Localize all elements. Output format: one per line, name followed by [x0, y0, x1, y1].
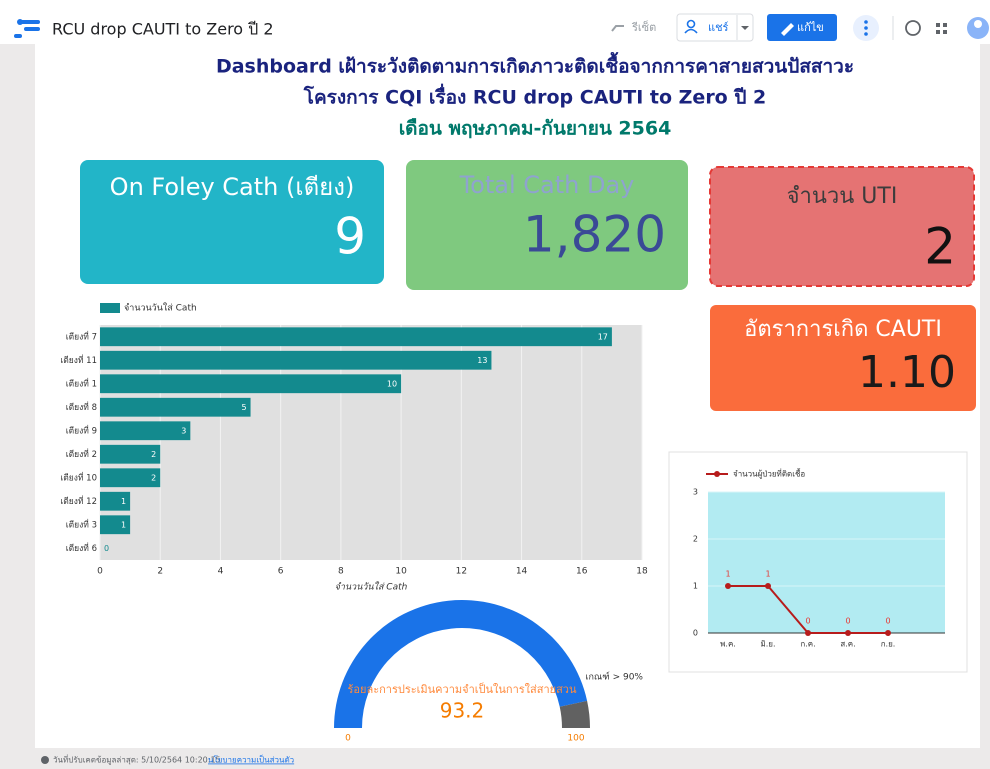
- more-button[interactable]: [853, 15, 879, 41]
- reset-button[interactable]: รีเซ็ต: [600, 15, 660, 41]
- value-label: 0: [885, 617, 890, 626]
- legend-label: จำนวนผู้ป่วยที่ติดเชื้อ: [733, 468, 805, 480]
- value-label: 1: [765, 570, 770, 579]
- y-tick-label: เตียงที่ 2: [66, 448, 97, 460]
- legend-swatch: [100, 303, 120, 313]
- scorecard-label: Total Cath Day: [459, 171, 635, 199]
- gauge-value: 93.2: [440, 699, 485, 723]
- bar: [100, 351, 491, 370]
- x-tick-label: ก.ย.: [881, 640, 896, 649]
- data-point: [885, 630, 891, 636]
- y-tick-label: 0: [693, 629, 698, 638]
- header-subtitle: โครงการ CQI เรื่อง RCU drop CAUTI to Zer…: [303, 84, 767, 109]
- scorecard-value: 1,820: [523, 206, 666, 264]
- y-tick-label: เตียงที่ 6: [66, 542, 97, 554]
- x-tick-label: 6: [278, 567, 284, 577]
- gauge-min-label: 0: [345, 734, 351, 744]
- data-point: [845, 630, 851, 636]
- account-button[interactable]: [967, 17, 989, 39]
- scorecard-label: จำนวน UTI: [787, 184, 898, 209]
- value-label: 1: [121, 520, 126, 529]
- value-label: 10: [387, 379, 397, 388]
- gauge-target-label: เกณฑ์ > 90%: [585, 671, 643, 683]
- app-title: RCU drop CAUTI to Zero ปี 2: [52, 20, 274, 39]
- value-label: 2: [151, 473, 156, 482]
- x-tick-label: 12: [456, 567, 467, 577]
- y-tick-label: 1: [693, 582, 698, 591]
- legend-marker: [714, 471, 720, 477]
- value-label: 0: [104, 544, 109, 553]
- gauge-max-label: 100: [567, 734, 584, 744]
- bar: [100, 374, 401, 393]
- page: RCU drop CAUTI to Zero ปี 2 รีเซ็ต แชร์ …: [0, 0, 990, 769]
- y-tick-label: เตียงที่ 11: [60, 354, 97, 366]
- footer-updated: วันที่ปรับเคตข้อมูลล่าสุด: 5/10/2564 10:…: [53, 754, 221, 766]
- value-label: 1: [725, 570, 730, 579]
- x-tick-label: 0: [97, 567, 103, 577]
- x-tick-label: 18: [636, 567, 648, 577]
- y-tick-label: เตียงที่ 10: [60, 471, 97, 483]
- edit-button[interactable]: แก้ไข: [767, 14, 837, 41]
- x-tick-label: 14: [516, 567, 528, 577]
- edit-label[interactable]: แก้ไข: [797, 21, 824, 34]
- x-tick-label: 16: [576, 567, 588, 577]
- scorecard-label: อัตราการเกิด CAUTI: [744, 317, 942, 342]
- share-label[interactable]: แชร์: [708, 21, 729, 34]
- value-label: 1: [121, 497, 126, 506]
- plot-area: [708, 492, 945, 633]
- legend-label: จำนวนวันใส่ Cath: [124, 303, 197, 314]
- share-button[interactable]: แชร์: [677, 14, 753, 41]
- value-label: 5: [241, 403, 246, 412]
- privacy-link[interactable]: นโยบายความเป็นส่วนตัว: [208, 755, 294, 765]
- x-tick-label: 4: [218, 567, 224, 577]
- data-point: [805, 630, 811, 636]
- scorecard-value: 9: [334, 208, 366, 266]
- y-tick-label: เตียงที่ 7: [66, 330, 97, 342]
- y-tick-label: เตียงที่ 8: [66, 401, 97, 413]
- value-label: 2: [151, 450, 156, 459]
- reset-label[interactable]: รีเซ็ต: [631, 20, 656, 34]
- x-tick-label: ส.ค.: [840, 640, 855, 649]
- value-label: 17: [598, 332, 608, 341]
- header-title: Dashboard เฝ้าระวังติดตามการเกิดภาวะติดเ…: [216, 52, 854, 78]
- scorecard-label: On Foley Cath (เตียง): [110, 173, 355, 201]
- y-tick-label: เตียงที่ 12: [60, 495, 97, 507]
- scorecard-value: 2: [924, 218, 956, 276]
- data-point: [765, 583, 771, 589]
- value-label: 13: [477, 356, 487, 365]
- data-point: [725, 583, 731, 589]
- gauge-title: ร้อยละการประเมินความจำเป็นในการใส่สายสวน: [348, 682, 577, 696]
- info-icon: [41, 756, 49, 764]
- x-tick-label: 2: [157, 567, 163, 577]
- bar: [100, 398, 251, 417]
- dashboard: RCU drop CAUTI to Zero ปี 2 รีเซ็ต แชร์ …: [0, 0, 990, 769]
- value-label: 0: [805, 617, 810, 626]
- value-label: 3: [181, 426, 186, 435]
- x-tick-label: 10: [395, 567, 407, 577]
- x-tick-label: 8: [338, 567, 344, 577]
- y-tick-label: เตียงที่ 1: [66, 377, 97, 389]
- x-tick-label: มิ.ย.: [760, 640, 775, 649]
- y-tick-label: 2: [693, 535, 698, 544]
- value-label: 0: [845, 617, 850, 626]
- header-period: เดือน พฤษภาคม-กันยายน 2564: [399, 118, 672, 140]
- bar: [100, 421, 190, 440]
- scorecard-value: 1.10: [858, 347, 956, 398]
- x-tick-label: พ.ค.: [720, 640, 736, 649]
- y-tick-label: เตียงที่ 3: [66, 518, 97, 530]
- y-tick-label: เตียงที่ 9: [66, 424, 97, 436]
- x-tick-label: ก.ค.: [800, 640, 815, 649]
- x-axis-title: จำนวนวันใส่ Cath: [335, 581, 408, 593]
- y-tick-label: 3: [693, 488, 698, 497]
- bar: [100, 327, 612, 346]
